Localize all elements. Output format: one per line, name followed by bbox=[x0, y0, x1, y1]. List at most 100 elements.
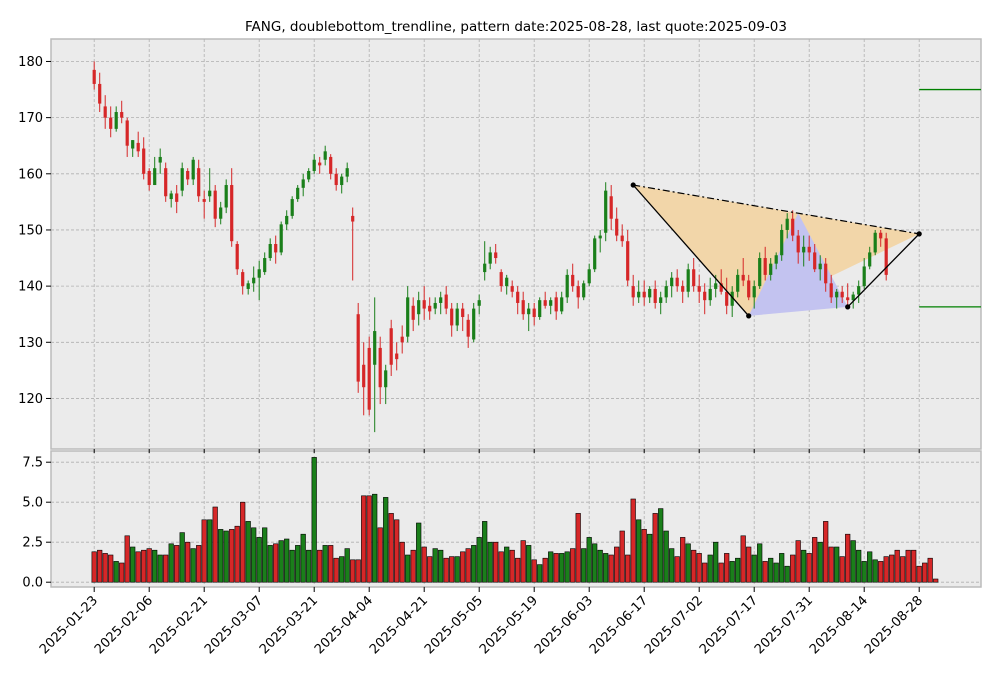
candle-body bbox=[846, 297, 850, 301]
volume-bar bbox=[784, 565, 790, 583]
price-tick-label: 180 bbox=[18, 55, 43, 70]
volume-bar bbox=[344, 548, 350, 583]
volume-bar bbox=[361, 495, 367, 583]
volume-bar bbox=[839, 556, 845, 583]
candle-body bbox=[488, 252, 492, 264]
volume-bar bbox=[124, 535, 130, 583]
pattern-point bbox=[746, 313, 752, 319]
volume-bar bbox=[300, 533, 306, 583]
volume-bar bbox=[553, 553, 559, 583]
candle-body bbox=[703, 291, 707, 301]
candle-body bbox=[686, 269, 690, 292]
candle-body bbox=[208, 190, 212, 197]
candle-body bbox=[197, 168, 201, 197]
volume-bar bbox=[927, 557, 933, 583]
volume-bar bbox=[795, 540, 801, 583]
candle-body bbox=[169, 193, 173, 200]
volume-bar bbox=[834, 546, 840, 583]
candle-body bbox=[708, 288, 712, 301]
candle-body bbox=[543, 300, 547, 306]
volume-bar bbox=[223, 530, 229, 583]
pattern-left-leg bbox=[632, 184, 750, 317]
volume-bar bbox=[317, 549, 323, 583]
volume-bar bbox=[828, 546, 834, 583]
candle-body bbox=[483, 263, 487, 273]
volume-bar bbox=[740, 535, 746, 583]
candle-body bbox=[296, 187, 300, 200]
candle-body bbox=[505, 277, 509, 287]
volume-bar bbox=[388, 513, 394, 583]
volume-bar bbox=[806, 553, 812, 583]
volume-bar bbox=[394, 519, 400, 583]
candle-body bbox=[362, 364, 366, 388]
volume-bar bbox=[564, 551, 570, 583]
candle-body bbox=[582, 283, 586, 298]
candle-body bbox=[98, 83, 102, 104]
date-tick-label: 2025-06-17 bbox=[587, 593, 651, 657]
candle-body bbox=[516, 291, 520, 303]
volume-bar bbox=[366, 495, 372, 583]
candle-body bbox=[598, 235, 602, 239]
volume-bar bbox=[652, 513, 658, 583]
volume-bar bbox=[273, 543, 279, 583]
volume-bar bbox=[333, 557, 339, 583]
volume-bar bbox=[267, 545, 273, 583]
candle-body bbox=[576, 286, 580, 298]
volume-bar bbox=[751, 554, 757, 583]
volume-bar bbox=[559, 553, 565, 583]
candle-body bbox=[400, 336, 404, 343]
volume-bar bbox=[454, 556, 460, 583]
candle-body bbox=[92, 69, 96, 84]
candle-body bbox=[142, 148, 146, 174]
candle-body bbox=[219, 207, 223, 219]
pattern-point bbox=[630, 182, 636, 188]
candle-body bbox=[180, 168, 184, 191]
candle-body bbox=[752, 286, 756, 298]
candle-body bbox=[532, 308, 536, 318]
level-lines bbox=[919, 88, 981, 308]
candle-body bbox=[384, 370, 388, 388]
volume-bar bbox=[427, 556, 433, 583]
volume-bar bbox=[498, 551, 504, 583]
candle-body bbox=[301, 179, 305, 188]
volume-bar bbox=[531, 559, 537, 583]
candle-body bbox=[664, 286, 668, 298]
candle-body bbox=[499, 272, 503, 287]
volume-bar bbox=[630, 498, 636, 583]
volume-bar bbox=[443, 557, 449, 583]
candle-body bbox=[862, 266, 866, 287]
volume-bar bbox=[823, 521, 829, 583]
volume-bar bbox=[817, 541, 823, 583]
volume-bar bbox=[922, 562, 928, 583]
volume-bar bbox=[663, 530, 669, 583]
candle-body bbox=[477, 300, 481, 306]
volume-bar bbox=[179, 532, 185, 583]
candle-body bbox=[285, 215, 289, 225]
candle-body bbox=[884, 238, 888, 275]
volume-bar bbox=[608, 554, 614, 583]
candle-body bbox=[235, 244, 239, 270]
candle-body bbox=[186, 170, 190, 180]
volume-bar bbox=[570, 548, 576, 583]
volume-bars bbox=[91, 457, 939, 583]
candle-body bbox=[873, 232, 877, 253]
date-tick-label: 2025-07-02 bbox=[642, 593, 706, 657]
volume-bar bbox=[597, 549, 603, 583]
candle-body bbox=[791, 218, 795, 236]
candle-body bbox=[125, 120, 129, 146]
candle-body bbox=[697, 286, 701, 292]
candle-body bbox=[461, 308, 465, 318]
candle-body bbox=[763, 258, 767, 275]
volume-bar bbox=[295, 545, 301, 583]
volume-bar bbox=[894, 549, 900, 583]
candle-body bbox=[158, 156, 162, 163]
volume-bar bbox=[399, 541, 405, 583]
volume-axis: 0.0 2.5 5.0 7.5 bbox=[22, 456, 51, 591]
volume-bar bbox=[790, 554, 796, 583]
volume-bar bbox=[581, 548, 587, 583]
candle-body bbox=[637, 291, 641, 298]
candle-body bbox=[692, 269, 696, 287]
candle-body bbox=[257, 269, 261, 278]
volume-bar bbox=[108, 554, 114, 583]
candle-body bbox=[318, 162, 322, 166]
